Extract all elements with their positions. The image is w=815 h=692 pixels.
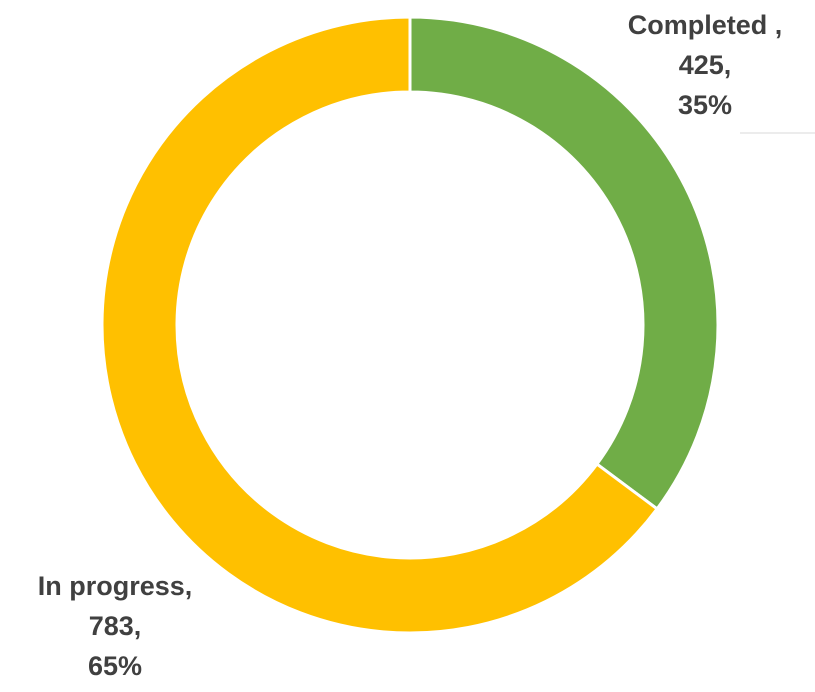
- percent-label: 65%: [88, 651, 142, 681]
- value-label: 783,: [89, 611, 142, 641]
- category-label: Completed ,: [628, 10, 783, 40]
- donut-segment: [408, 15, 720, 511]
- percent-label: 35%: [678, 90, 732, 120]
- category-label: In progress,: [38, 571, 193, 601]
- donut-segment: [100, 15, 660, 635]
- value-label: 425,: [679, 50, 732, 80]
